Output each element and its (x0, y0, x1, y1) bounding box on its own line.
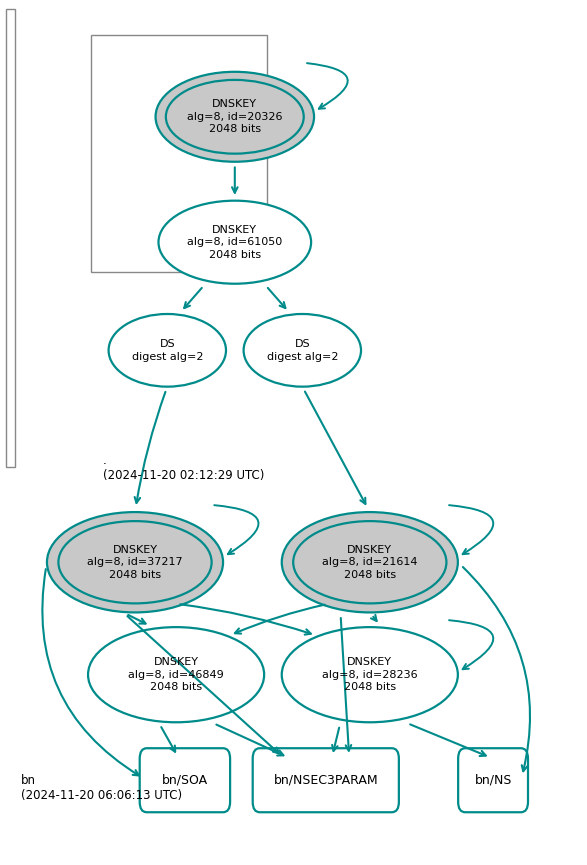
FancyBboxPatch shape (140, 748, 230, 812)
Text: bn/NS: bn/NS (474, 773, 512, 787)
Ellipse shape (59, 521, 212, 604)
Ellipse shape (282, 512, 458, 612)
Ellipse shape (158, 201, 311, 284)
Ellipse shape (166, 80, 303, 154)
Text: DS
digest alg=2: DS digest alg=2 (131, 339, 203, 362)
Text: bn
(2024-11-20 06:06:13 UTC): bn (2024-11-20 06:06:13 UTC) (21, 774, 181, 802)
Ellipse shape (47, 512, 223, 612)
Ellipse shape (294, 521, 446, 604)
Text: DNSKEY
alg=8, id=28236
2048 bits: DNSKEY alg=8, id=28236 2048 bits (322, 657, 417, 692)
Text: bn/NSEC3PARAM: bn/NSEC3PARAM (274, 773, 378, 787)
Ellipse shape (282, 627, 458, 722)
Text: DNSKEY
alg=8, id=37217
2048 bits: DNSKEY alg=8, id=37217 2048 bits (87, 545, 183, 580)
Ellipse shape (109, 314, 226, 387)
Text: bn/SOA: bn/SOA (162, 773, 208, 787)
FancyBboxPatch shape (253, 748, 399, 812)
Text: DNSKEY
alg=8, id=61050
2048 bits: DNSKEY alg=8, id=61050 2048 bits (187, 225, 282, 260)
Text: DNSKEY
alg=8, id=21614
2048 bits: DNSKEY alg=8, id=21614 2048 bits (322, 545, 417, 580)
Text: DS
digest alg=2: DS digest alg=2 (266, 339, 338, 362)
Text: .
(2024-11-20 02:12:29 UTC): . (2024-11-20 02:12:29 UTC) (103, 454, 264, 482)
Ellipse shape (244, 314, 361, 387)
Text: DNSKEY
alg=8, id=46849
2048 bits: DNSKEY alg=8, id=46849 2048 bits (128, 657, 224, 692)
Ellipse shape (156, 72, 314, 162)
Text: DNSKEY
alg=8, id=20326
2048 bits: DNSKEY alg=8, id=20326 2048 bits (187, 99, 282, 134)
Ellipse shape (88, 627, 264, 722)
FancyBboxPatch shape (458, 748, 528, 812)
